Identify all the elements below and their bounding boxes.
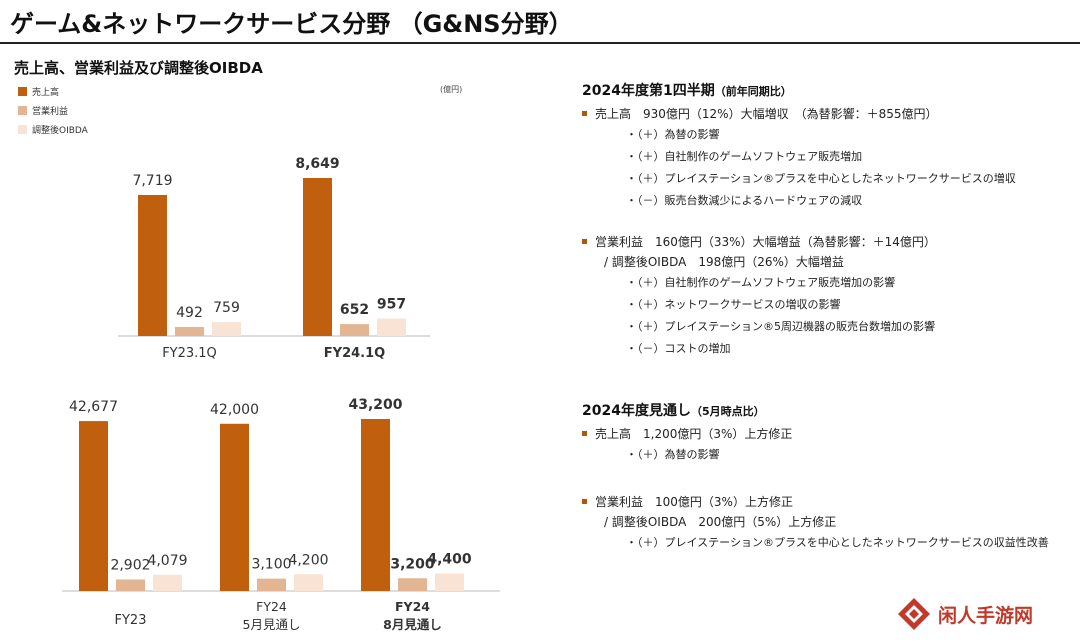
q1-op-text: 営業利益 160億円（33%）大幅増益（為替影響：＋14億円） bbox=[595, 234, 936, 249]
fy-heading-text: 2024年度見通し bbox=[582, 403, 691, 419]
bar-charts: 7,719 492 759 FY23.1Q 8,649 652 957 FY24.1Q 42,6… bbox=[62, 156, 500, 632]
q1-op-item: ・（－）コストの増加 bbox=[626, 342, 731, 355]
data-label: 4,079 bbox=[147, 553, 187, 569]
data-label: 43,200 bbox=[348, 397, 402, 413]
category-label: FY23 bbox=[115, 613, 147, 628]
fy-sales-item: ・（＋）為替の影響 bbox=[626, 448, 720, 461]
legend-label-oibda: 調整後OIBDA bbox=[32, 126, 88, 136]
bar-oibda bbox=[212, 322, 241, 336]
data-label: 4,400 bbox=[427, 551, 472, 567]
category-label: FY24 bbox=[256, 599, 287, 614]
data-label: 759 bbox=[213, 300, 240, 316]
unit-label: (億円) bbox=[440, 85, 463, 94]
q1-sales-item: ・（＋）自社制作のゲームソフトウェア販売増加 bbox=[626, 150, 863, 163]
category-label: 5月見通し bbox=[243, 617, 301, 632]
q1-op-line: 営業利益 160億円（33%）大幅増益（為替影響：＋14億円） bbox=[582, 230, 1077, 252]
fy-op-text: 営業利益 100億円（3%）上方修正 bbox=[595, 494, 793, 509]
bar-oibda bbox=[153, 574, 182, 591]
data-label: 652 bbox=[340, 302, 369, 318]
fy-heading: 2024年度見通し（5月時点比） bbox=[582, 400, 1077, 422]
commentary-panel: 2024年度第1四半期（前年同期比） 売上高 930億円（12%）大幅増収 （為… bbox=[582, 80, 1077, 554]
title-divider bbox=[0, 42, 1080, 44]
q1-sales-item: ・（＋）為替の影響 bbox=[626, 128, 720, 141]
bullet-icon bbox=[582, 430, 587, 436]
data-label: 2,902 bbox=[110, 557, 150, 573]
bullet-icon bbox=[582, 238, 587, 244]
bar-oibda bbox=[294, 574, 323, 591]
legend-item-sales: 売上高 bbox=[18, 82, 88, 101]
data-label: 3,100 bbox=[251, 557, 291, 573]
q1-heading-text: 2024年度第1四半期 bbox=[582, 83, 715, 99]
bar-sales bbox=[220, 423, 249, 591]
category-label: FY24 bbox=[395, 599, 430, 614]
data-label: 4,200 bbox=[288, 552, 328, 568]
fy-heading-sub: （5月時点比） bbox=[690, 405, 765, 418]
watermark: 闲人手游网 bbox=[896, 596, 1033, 632]
legend-label-op-income: 営業利益 bbox=[32, 107, 69, 117]
bar-oibda bbox=[435, 573, 464, 591]
bar-sales bbox=[138, 194, 167, 336]
q1-oibda-line: / 調整後OIBDA 198億円（26%）大幅増益 bbox=[604, 255, 844, 269]
data-label: 3,200 bbox=[390, 556, 435, 572]
data-label: 7,719 bbox=[132, 173, 172, 189]
chart-legend: 売上高 営業利益 調整後OIBDA bbox=[18, 82, 88, 139]
category-label: FY23.1Q bbox=[162, 346, 217, 361]
bullet-icon bbox=[582, 498, 587, 504]
legend-swatch-sales bbox=[18, 87, 27, 96]
data-label: 42,000 bbox=[210, 402, 259, 418]
bar-sales bbox=[79, 421, 108, 591]
q1-heading: 2024年度第1四半期（前年同期比） bbox=[582, 80, 1077, 102]
q1-sales-text: 売上高 930億円（12%）大幅増収 （為替影響：＋855億円） bbox=[595, 106, 938, 121]
fy-op-line: 営業利益 100億円（3%）上方修正 bbox=[582, 490, 1077, 512]
bar-op-income bbox=[340, 324, 369, 336]
bar-sales bbox=[361, 419, 390, 591]
legend-item-oibda: 調整後OIBDA bbox=[18, 120, 88, 139]
q1-op-item: ・（＋）ネットワークサービスの増収の影響 bbox=[626, 298, 841, 311]
data-label: 957 bbox=[377, 297, 406, 313]
watermark-text: 闲人手游网 bbox=[938, 604, 1034, 627]
legend-swatch-oibda bbox=[18, 125, 27, 134]
bar-op-income bbox=[175, 327, 204, 336]
category-label: 8月見通し bbox=[383, 617, 442, 632]
data-label: 8,649 bbox=[295, 156, 339, 172]
q1-heading-sub: （前年同期比） bbox=[714, 85, 792, 98]
q1-sales-item: ・（－）販売台数減少によるハードウェアの減収 bbox=[626, 194, 863, 207]
data-label: 42,677 bbox=[69, 399, 118, 415]
q1-op-item: ・（＋）プレイステーション®5周辺機器の販売台数増加の影響 bbox=[626, 320, 935, 333]
bar-op-income bbox=[116, 579, 145, 591]
page-title: ゲーム&ネットワークサービス分野 （G&NS分野） bbox=[10, 10, 573, 38]
category-label: FY24.1Q bbox=[324, 346, 385, 361]
bullet-icon bbox=[582, 110, 587, 116]
fy-sales-line: 売上高 1,200億円（3%）上方修正 bbox=[582, 422, 1077, 444]
diamond-logo-icon bbox=[898, 598, 930, 630]
bar-op-income bbox=[398, 578, 427, 591]
bar-op-income bbox=[257, 578, 286, 591]
bar-oibda bbox=[377, 318, 406, 336]
data-label: 492 bbox=[176, 305, 203, 321]
legend-label-sales: 売上高 bbox=[32, 88, 60, 98]
q1-sales-line: 売上高 930億円（12%）大幅増収 （為替影響：＋855億円） bbox=[582, 102, 1077, 124]
bar-sales bbox=[303, 178, 332, 336]
q1-sales-item: ・（＋）プレイステーション®プラスを中心としたネットワークサービスの増収 bbox=[626, 172, 1016, 185]
fy-sales-text: 売上高 1,200億円（3%）上方修正 bbox=[595, 426, 793, 441]
fy-oibda-line: / 調整後OIBDA 200億円（5%）上方修正 bbox=[604, 515, 837, 529]
q1-op-item: ・（＋）自社制作のゲームソフトウェア販売増加の影響 bbox=[626, 276, 896, 289]
chart-title: 売上高、営業利益及び調整後OIBDA bbox=[14, 59, 263, 77]
fy-op-item: ・（＋）プレイステーション®プラスを中心としたネットワークサービスの収益性改善 bbox=[626, 536, 1049, 549]
legend-swatch-op-income bbox=[18, 106, 27, 115]
legend-item-op-income: 営業利益 bbox=[18, 101, 88, 120]
